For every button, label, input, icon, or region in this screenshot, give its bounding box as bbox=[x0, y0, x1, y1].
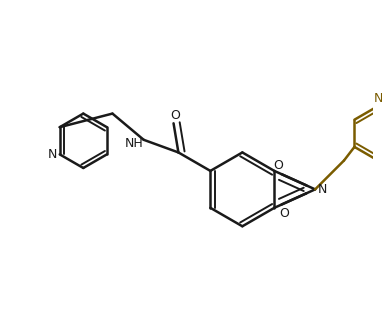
Text: O: O bbox=[170, 109, 180, 122]
Text: O: O bbox=[280, 207, 289, 220]
Text: N: N bbox=[47, 148, 57, 161]
Text: O: O bbox=[274, 159, 283, 172]
Text: NH: NH bbox=[125, 137, 143, 150]
Text: N: N bbox=[373, 92, 382, 105]
Text: N: N bbox=[318, 183, 328, 196]
